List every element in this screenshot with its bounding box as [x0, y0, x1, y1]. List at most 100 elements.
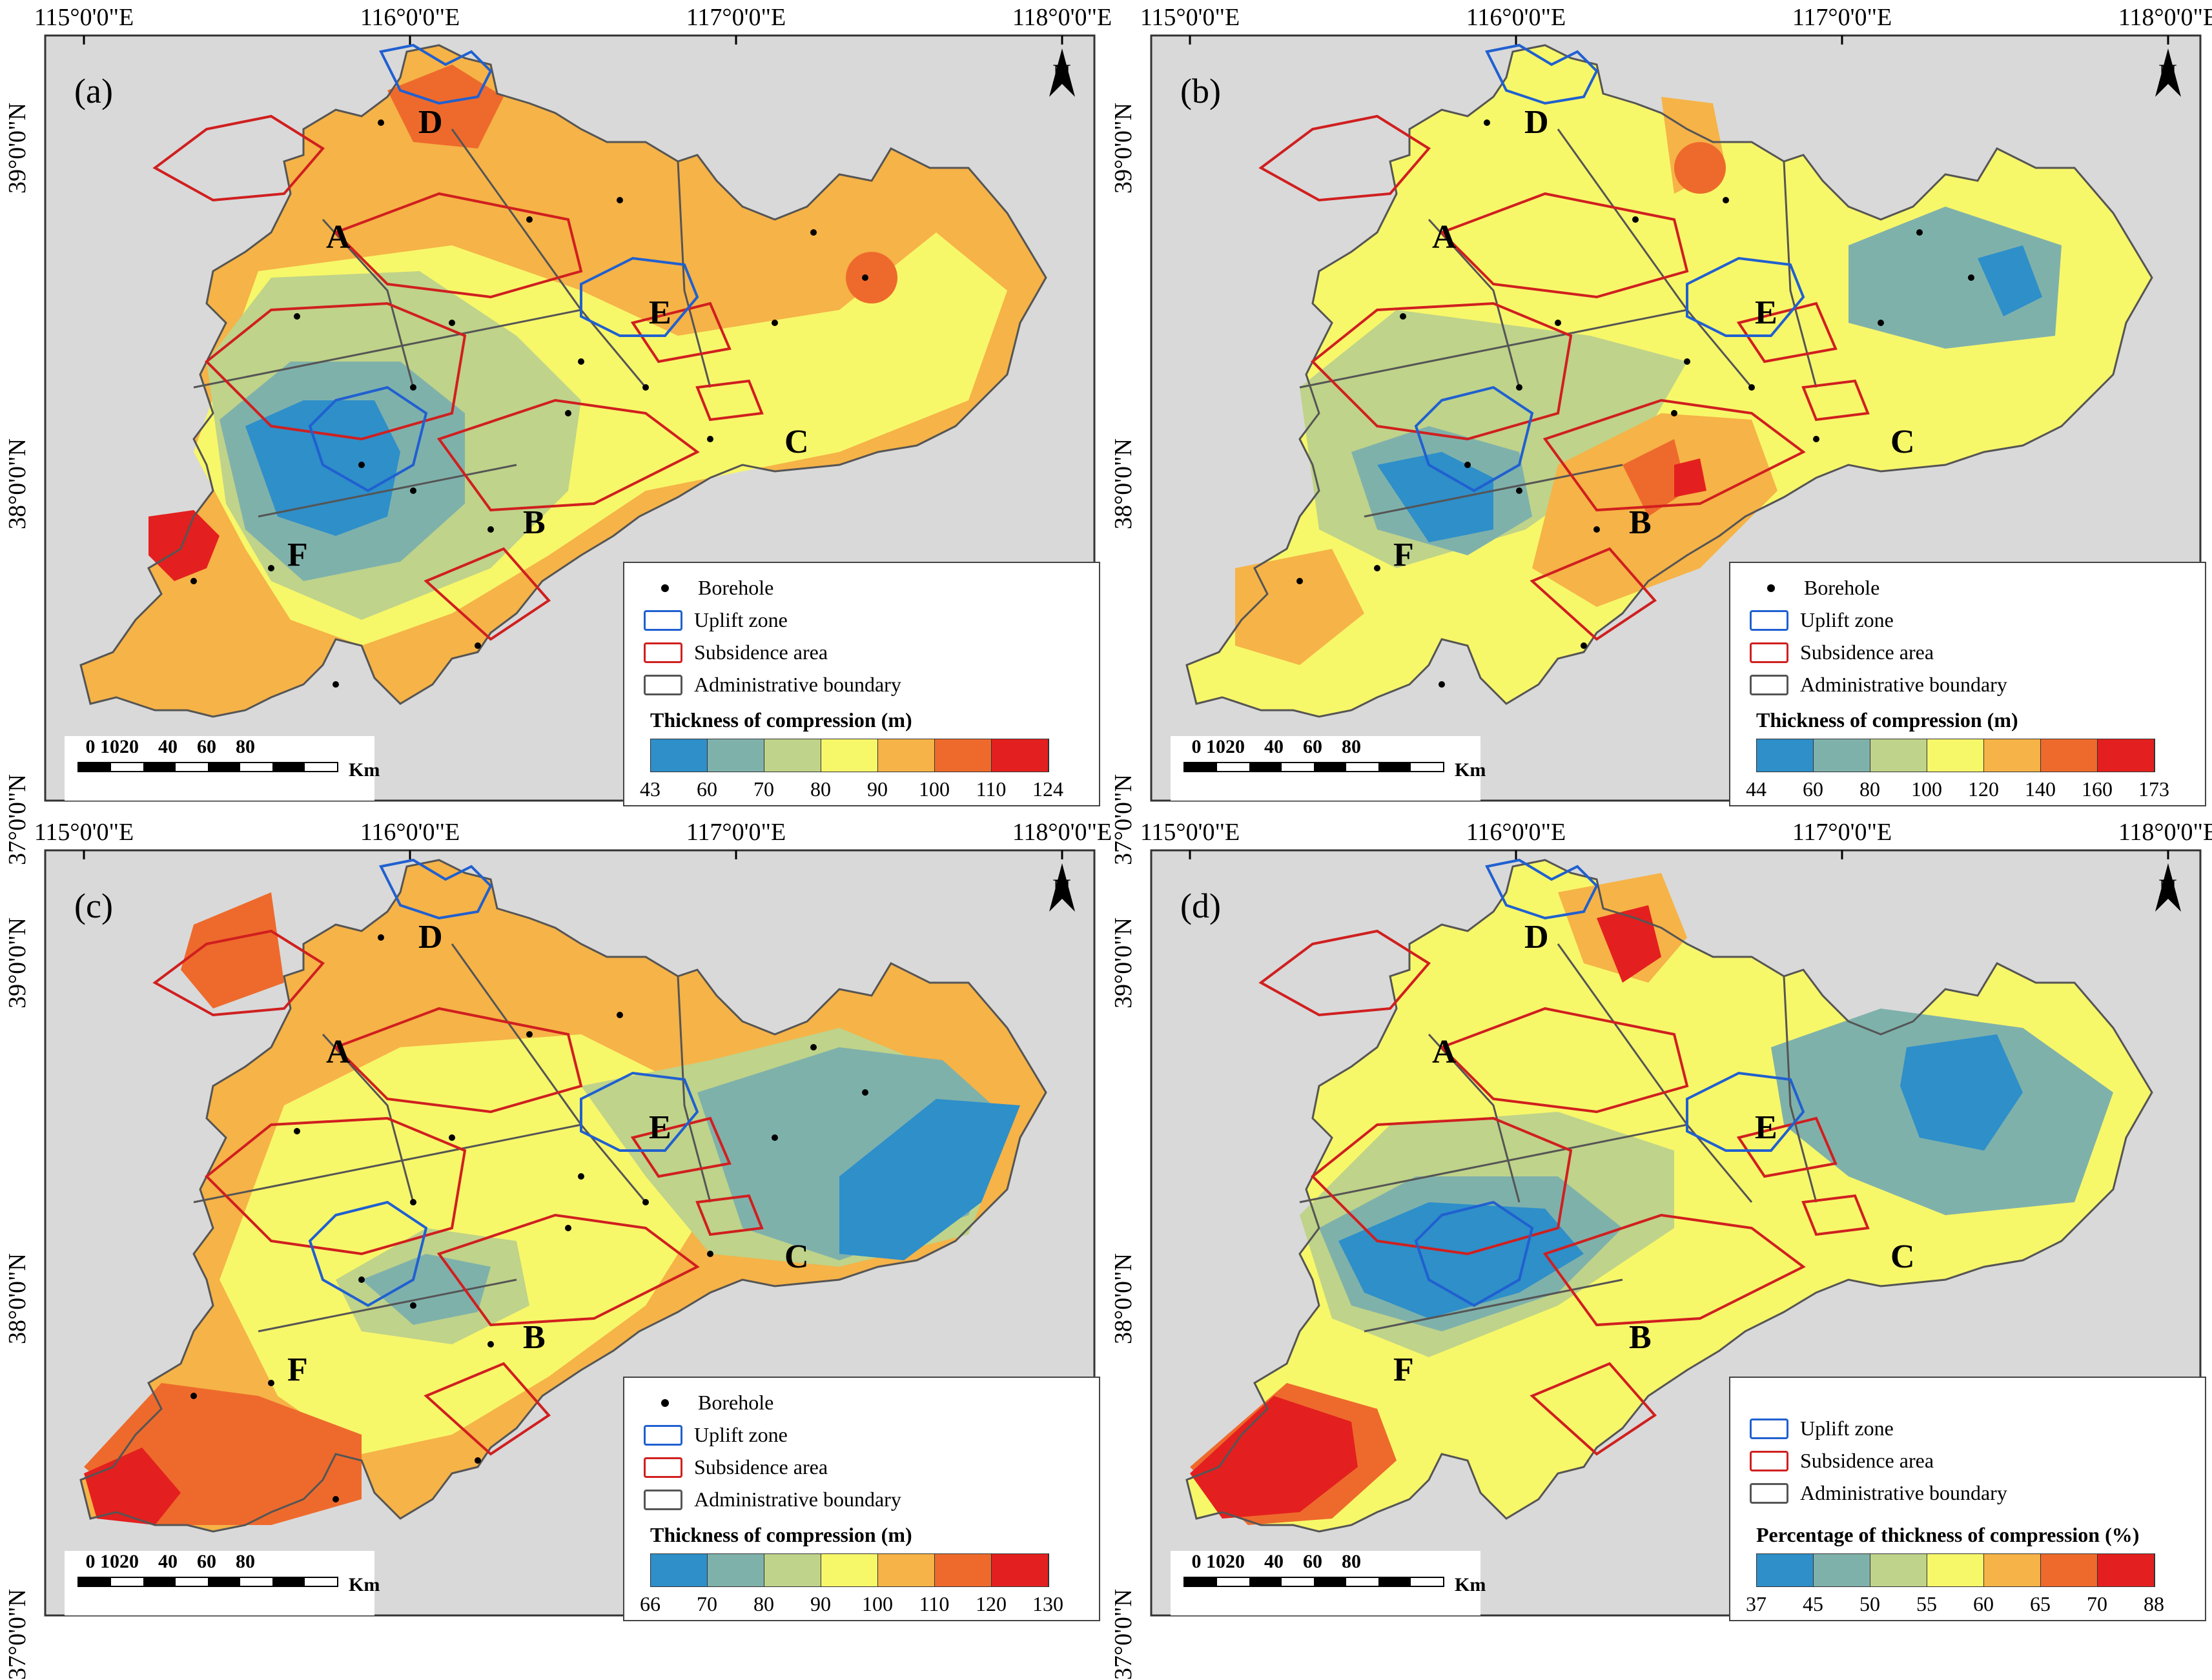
subsidence-area: [436, 1213, 700, 1327]
break-label: 100: [862, 1592, 893, 1615]
uplift-zone: [1414, 1200, 1534, 1307]
map-canvas: [44, 34, 1096, 802]
legend: Borehole Uplift zone Subsidence area Admini…: [623, 562, 1100, 806]
scale-bar-segment: [79, 763, 111, 771]
borehole-point: [1581, 642, 1587, 649]
color-ramp-swatch: [821, 1554, 878, 1586]
scale-bar-segment: [272, 1578, 305, 1586]
admin-boundary: [1364, 464, 1623, 518]
value-region: [846, 252, 897, 303]
scale-tick-label: 10: [100, 736, 119, 757]
scale-bar-segment: [1378, 1578, 1411, 1586]
zone-label-d: D: [418, 104, 443, 141]
zone-label-b: B: [1629, 1319, 1652, 1356]
north-arrow-icon: [1049, 863, 1075, 912]
uplift-zone: [308, 1200, 428, 1307]
borehole-point: [1484, 119, 1490, 126]
scale-bar-unit: Km: [349, 759, 380, 781]
uplift-zone: [379, 43, 493, 105]
borehole-point: [1813, 436, 1819, 442]
legend-item-admin: Administrative boundary: [644, 1488, 901, 1511]
legend-title: Thickness of compression (m): [1756, 708, 2018, 732]
value-region: [1978, 245, 2042, 316]
scale-bar-segment: [111, 1578, 143, 1586]
legend-item-admin: Administrative boundary: [644, 673, 901, 697]
borehole-point: [772, 1134, 778, 1141]
scale-tick-label: 80: [236, 736, 255, 757]
borehole-point: [333, 681, 339, 688]
scale-tick-label: 20: [119, 736, 139, 757]
legend-item-subsidence: Subsidence area: [1750, 640, 1934, 664]
longitude-label: 117°0'0"E: [1792, 4, 1892, 31]
zone-label-f: F: [287, 1351, 308, 1388]
legend-item-uplift: Uplift zone: [1750, 608, 1894, 632]
color-ramp-swatch: [708, 739, 764, 772]
legend-item-uplift: Uplift zone: [1750, 1417, 1894, 1440]
zone-label-f: F: [1393, 537, 1414, 573]
legend-item-label: Uplift zone: [694, 1423, 788, 1446]
subsidence-area: [1439, 1007, 1689, 1114]
zone-label-c: C: [1890, 424, 1915, 460]
map-canvas: [1150, 849, 2202, 1617]
scale-tick-label: 40: [158, 736, 178, 757]
color-ramp-labels: 44 60 80 100 120 140 160 173: [1730, 777, 2205, 803]
subsidence-area: [1530, 547, 1657, 641]
latitude-label: 39°0'0"N: [1110, 103, 1137, 194]
color-ramp-swatch: [1814, 1554, 1870, 1586]
subsidence-area: [1542, 1213, 1806, 1327]
zone-label-e: E: [1755, 1109, 1777, 1146]
break-label: 44: [1746, 777, 1767, 801]
subsidence-area: [1311, 302, 1573, 441]
latitude-label: 37°0'0"N: [4, 1589, 31, 1680]
subsidence-area: [630, 302, 732, 364]
subsidence-area: [695, 379, 764, 422]
scale-bar-graphic: [77, 762, 338, 772]
scale-bar-segment: [305, 763, 337, 771]
color-ramp-swatch: [1870, 1554, 1927, 1586]
admin-boundary: [1364, 1278, 1623, 1333]
legend-item-label: Uplift zone: [1800, 1417, 1894, 1440]
scale-bar-segment: [1249, 763, 1282, 771]
admin-boundary: [677, 976, 712, 1203]
uplift-zone: [1485, 858, 1599, 920]
color-ramp-swatch: [2041, 739, 2098, 772]
legend-swatch: [1750, 1418, 1788, 1439]
map-panel: (c) N 115°0'0"E 116°0'0"E 117°0'0"E 118°0'0"E…: [0, 815, 1112, 1680]
borehole-point: [1684, 358, 1690, 365]
longitude-label: 115°0'0"E: [34, 819, 134, 846]
break-label: 80: [810, 777, 831, 801]
scale-tick-label: 80: [236, 1551, 255, 1572]
borehole-point: [578, 1173, 584, 1180]
color-ramp-swatch: [1870, 739, 1927, 772]
scale-tick-label: 0: [85, 1551, 96, 1572]
borehole-point: [358, 462, 365, 468]
value-region: [1597, 905, 1661, 983]
admin-boundary: [677, 161, 712, 388]
scale-bar-segment: [208, 763, 240, 771]
map-canvas: [44, 849, 1096, 1617]
map-panel: (a) N 115°0'0"E 116°0'0"E 117°0'0"E 118°0'0"E…: [0, 0, 1112, 865]
legend-item-label: Borehole: [1804, 576, 1880, 599]
scale-bar-graphic: [1183, 762, 1444, 772]
borehole-point: [810, 229, 817, 236]
scale-bar-segment: [1411, 1578, 1443, 1586]
subsidence-area: [424, 547, 551, 641]
zone-label-a: A: [1432, 1034, 1457, 1070]
borehole-point: [1374, 565, 1380, 571]
legend-item-label: Borehole: [698, 576, 774, 599]
value-region: [1190, 1396, 1358, 1519]
latitude-label: 39°0'0"N: [4, 917, 31, 1009]
longitude-label: 117°0'0"E: [1792, 819, 1892, 846]
scale-tick-label: 20: [1225, 1551, 1245, 1572]
value-region: [387, 65, 504, 149]
longitude-label: 117°0'0"E: [686, 4, 786, 31]
admin-boundary: [258, 1278, 517, 1333]
borehole-point: [862, 274, 868, 281]
admin-boundary: [1783, 976, 1818, 1203]
borehole-point: [449, 1134, 455, 1141]
zone-label-e: E: [1755, 294, 1777, 331]
borehole-point: [1516, 487, 1522, 494]
legend-swatch: [1750, 1450, 1788, 1471]
color-ramp-swatch: [878, 739, 935, 772]
scale-bar-segment: [305, 1578, 337, 1586]
